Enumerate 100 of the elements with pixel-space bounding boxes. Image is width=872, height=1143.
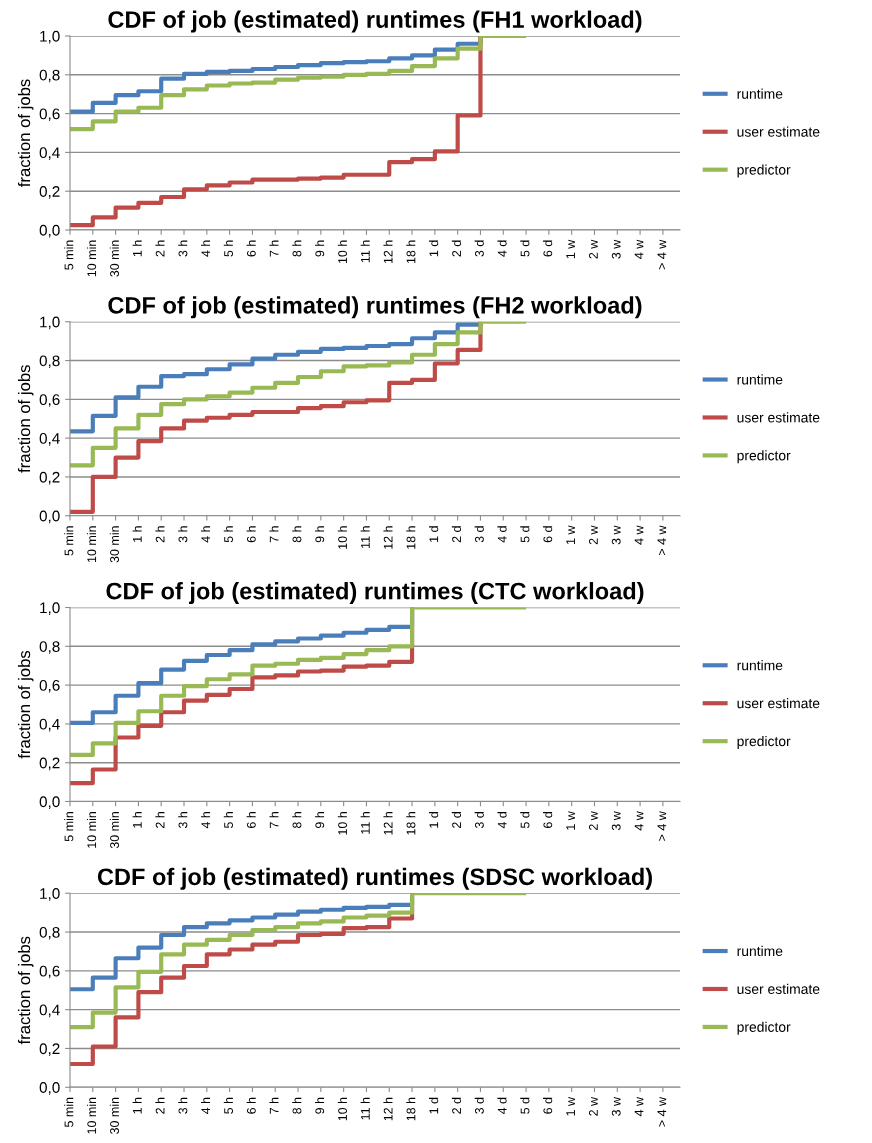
x-tick-label: 7 h — [269, 526, 279, 543]
y-tick-label: 0,6 — [39, 965, 60, 979]
x-tick-label: 3 w — [611, 239, 621, 259]
x-tick-label: > 4 w — [657, 239, 667, 270]
x-tick-label: 1 h — [132, 526, 142, 542]
x-tick-label: 8 h — [292, 526, 302, 543]
y-tick-label: 1,0 — [40, 30, 60, 44]
x-tick-label: 4 w — [634, 239, 644, 259]
x-tick-label: 3 d — [474, 812, 484, 829]
x-tick-label: 2 d — [451, 1097, 462, 1114]
x-tick-label: 5 d — [520, 1097, 530, 1114]
x-tick-label: 1 d — [429, 1097, 439, 1114]
x-tick-label: 4 h — [201, 526, 211, 543]
x-tick-label: 2 h — [155, 526, 165, 543]
x-tick-label: 6 d — [543, 526, 553, 543]
y-tick-label: 0,4 — [39, 433, 60, 446]
x-tick-label: 5 d — [520, 240, 530, 257]
x-tick-label: 11 h — [360, 526, 370, 548]
x-tick-label: 1 d — [429, 240, 439, 257]
legend-label: user estimate — [737, 698, 820, 709]
x-tick-label: 18 h — [406, 526, 416, 549]
x-tick-label: 5 d — [520, 812, 530, 829]
x-tick-label: 10 min — [86, 1097, 97, 1134]
x-tick-label: 3 w — [611, 1096, 621, 1116]
x-tick-label: 6 d — [543, 240, 553, 257]
legend-label: user estimate — [737, 126, 820, 137]
y-tick-label: 0,2 — [39, 186, 60, 199]
x-tick-label: 5 min — [64, 526, 74, 556]
x-tick-label: 3 d — [474, 240, 484, 257]
x-tick-label: 4 w — [634, 1096, 644, 1117]
y-tick-label: 0,2 — [39, 471, 60, 485]
y-tick-label: 0,4 — [39, 718, 60, 732]
y-tick-label: 0,4 — [39, 1004, 60, 1018]
x-tick-label: 9 h — [315, 1097, 325, 1114]
x-tick-label: 5 min — [64, 1097, 74, 1128]
x-tick-label: 1 h — [132, 812, 142, 828]
x-tick-label: > 4 w — [657, 525, 667, 556]
y-tick-label: 1,0 — [40, 888, 60, 901]
legend-label: user estimate — [737, 412, 820, 423]
x-tick-label: 5 min — [64, 812, 74, 842]
y-tick-label: 0,0 — [39, 510, 60, 524]
x-tick-label: 30 min — [109, 1097, 119, 1135]
x-tick-label: 1 w — [566, 811, 575, 830]
x-tick-label: 3 w — [611, 525, 621, 545]
x-tick-label: 2 d — [451, 526, 462, 543]
x-tick-label: 30 min — [109, 240, 119, 277]
chart-title: CDF of job (estimated) runtimes (FH2 workload) — [108, 296, 642, 319]
chart-title: CDF of job (estimated) runtimes (SDSC workload) — [97, 867, 652, 890]
x-tick-label: 6 h — [246, 526, 256, 543]
x-tick-label: 1 d — [429, 812, 439, 828]
x-tick-label: 6 d — [543, 812, 553, 828]
x-tick-label: 6 d — [543, 1097, 553, 1114]
x-tick-label: 8 h — [292, 240, 302, 257]
y-tick-label: 0,6 — [39, 108, 60, 122]
y-axis-title: fraction of jobs — [17, 936, 34, 1045]
x-tick-label: 7 h — [269, 812, 279, 828]
x-tick-label: 2 w — [588, 525, 598, 545]
x-tick-label: 4 h — [201, 1097, 211, 1115]
x-tick-label: 8 h — [292, 812, 302, 829]
x-tick-label: 10 h — [337, 240, 347, 264]
x-tick-label: 10 min — [86, 526, 97, 563]
x-tick-label: 3 d — [474, 526, 484, 543]
x-tick-label: 8 h — [292, 1097, 302, 1114]
x-tick-label: 3 w — [611, 811, 621, 831]
x-tick-label: 9 h — [315, 240, 325, 257]
y-axis-title: fraction of jobs — [17, 650, 34, 759]
y-tick-label: 0,0 — [39, 1082, 60, 1095]
x-tick-label: 4 d — [497, 1097, 507, 1115]
y-tick-label: 0,6 — [39, 394, 60, 407]
x-tick-label: 3 h — [178, 240, 188, 257]
x-tick-label: 2 h — [155, 1097, 165, 1114]
x-tick-label: 2 d — [451, 812, 462, 828]
y-tick-label: 1,0 — [40, 316, 60, 330]
x-tick-label: 9 h — [315, 812, 325, 829]
x-tick-label: 1 h — [132, 1097, 142, 1114]
y-axis-title: fraction of jobs — [17, 365, 34, 473]
x-tick-label: 6 h — [246, 812, 256, 828]
legend-label: predictor — [737, 450, 791, 464]
legend-label: runtime — [737, 660, 783, 671]
x-tick-label: 10 min — [86, 240, 97, 277]
x-tick-label: 2 w — [588, 1096, 598, 1116]
x-tick-label: 10 h — [337, 1097, 347, 1121]
y-tick-label: 0,8 — [39, 355, 60, 369]
legend-label: runtime — [737, 945, 783, 957]
x-tick-label: 12 h — [383, 1097, 393, 1121]
y-tick-label: 1,0 — [40, 602, 60, 615]
y-tick-label: 0,2 — [39, 1043, 60, 1056]
x-tick-label: 6 h — [246, 1097, 256, 1114]
y-axis-title: fraction of jobs — [17, 79, 34, 187]
x-tick-label: 12 h — [383, 240, 393, 264]
x-tick-label: 6 h — [246, 240, 256, 257]
x-tick-label: 5 min — [64, 240, 74, 270]
y-tick-label: 0,0 — [39, 796, 60, 809]
x-tick-label: 2 h — [155, 812, 165, 828]
x-tick-label: 12 h — [383, 812, 393, 835]
x-tick-label: 30 min — [109, 526, 119, 563]
x-tick-label: 4 w — [634, 525, 644, 545]
chart-title: CDF of job (estimated) runtimes (CTC workload) — [106, 582, 644, 605]
x-tick-label: 11 h — [360, 812, 370, 834]
y-tick-label: 0,8 — [39, 69, 60, 83]
